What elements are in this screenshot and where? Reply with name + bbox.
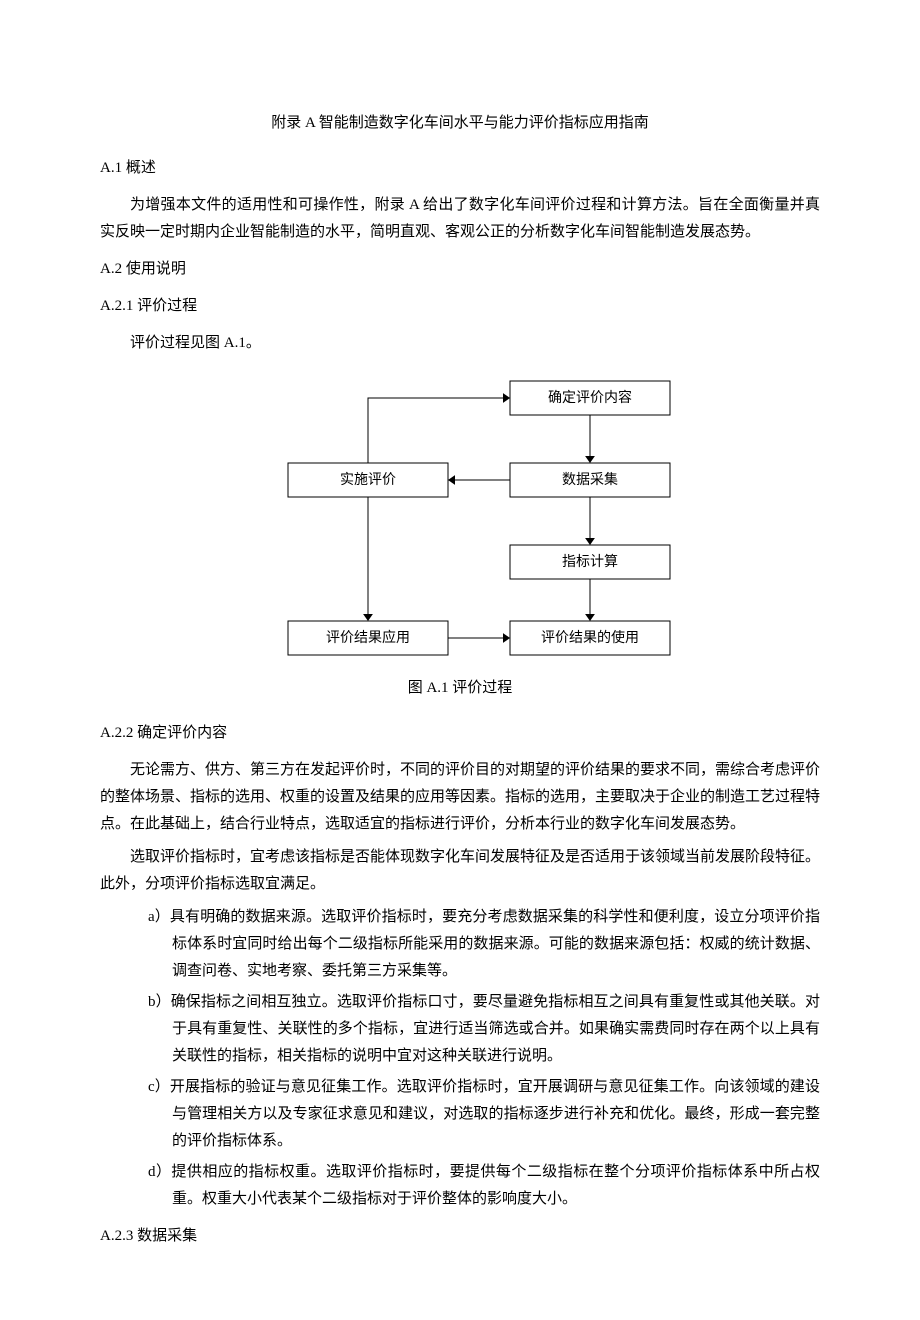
paragraph-a2-2-2: 选取评价指标时，宜考虑该指标是否能体现数字化车间发展特征及是否适用于该领域当前发… (100, 844, 820, 898)
flowchart-node-label: 指标计算 (562, 554, 618, 570)
heading-a2: A.2 使用说明 (100, 256, 820, 283)
list-item: b）确保指标之间相互独立。选取评价指标口寸，要尽量避免指标相互之间具有重复性或其… (148, 989, 820, 1070)
appendix-title: 附录 A 智能制造数字化车间水平与能力评价指标应用指南 (100, 110, 820, 137)
flowchart-node-label: 评价结果应用 (326, 629, 410, 646)
flowchart-svg: 确定评价内容实施评价 数据采集指标计算评价结果应用 评价结果的使用 (230, 371, 690, 661)
flowchart-node-label: 数据采集 (562, 471, 618, 488)
paragraph-a2-1-1: 评价过程见图 A.1。 (100, 330, 820, 357)
list-item: d）提供相应的指标权重。选取评价指标时，要提供每个二级指标在整个分项评价指标体系… (148, 1159, 820, 1213)
list-item: c）开展指标的验证与意见征集工作。选取评价指标时，宜开展调研与意见征集工作。向该… (148, 1074, 820, 1155)
flowchart-figure: 确定评价内容实施评价 数据采集指标计算评价结果应用 评价结果的使用 (100, 371, 820, 661)
list-item: a）具有明确的数据来源。选取评价指标时，要充分考虑数据采集的科学性和便利度，设立… (148, 904, 820, 985)
paragraph-a2-2-1: 无论需方、供方、第三方在发起评价时，不同的评价目的对期望的评价结果的要求不同，需… (100, 757, 820, 838)
ordered-list-a2-2: a）具有明确的数据来源。选取评价指标时，要充分考虑数据采集的科学性和便利度，设立… (100, 904, 820, 1213)
flowchart-node-label: 评价结果的使用 (541, 629, 639, 646)
paragraph-a1-1: 为增强本文件的适用性和可操作性，附录 A 给出了数字化车间评价过程和计算方法。旨… (100, 192, 820, 246)
heading-a1: A.1 概述 (100, 155, 820, 182)
heading-a2-1: A.2.1 评价过程 (100, 293, 820, 320)
figure-caption: 图 A.1 评价过程 (100, 675, 820, 702)
heading-a2-3: A.2.3 数据采集 (100, 1223, 820, 1250)
flowchart-node-label: 实施评价 (340, 472, 396, 488)
heading-a2-2: A.2.2 确定评价内容 (100, 720, 820, 747)
flowchart-node-label: 确定评价内容 (548, 389, 632, 406)
